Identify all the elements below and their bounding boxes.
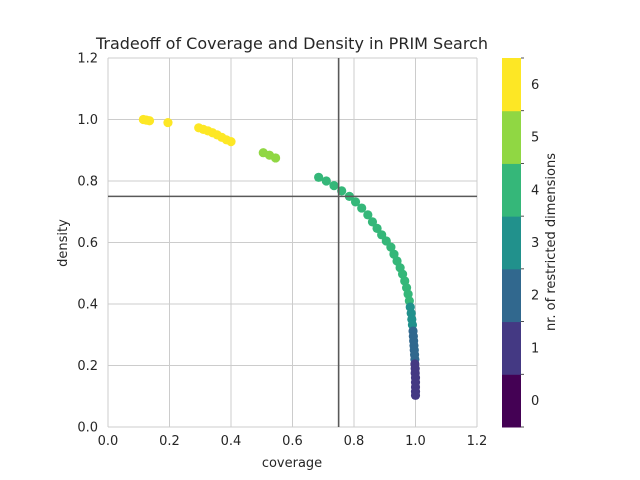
y-tick-label: 1.0 bbox=[77, 113, 98, 128]
colorbar-tick-label: 5 bbox=[531, 131, 539, 146]
colorbar-segment bbox=[502, 58, 521, 112]
colorbar-label: nr. of restricted dimensions bbox=[544, 153, 559, 331]
colorbar-segment bbox=[502, 321, 521, 375]
data-point bbox=[321, 176, 331, 186]
y-tick-label: 0.0 bbox=[77, 421, 98, 436]
data-point bbox=[357, 203, 367, 213]
colorbar-segment bbox=[502, 110, 521, 164]
y-tick-label: 0.4 bbox=[77, 298, 98, 313]
plot-area: 0.0 0.2 0.4 0.6 0.8 1.0 1.2 0.0 0.2 0.4 0.6 0.8 1.0 1… bbox=[77, 52, 487, 450]
data-point bbox=[386, 242, 396, 252]
colorbar-tick-label: 1 bbox=[531, 341, 539, 356]
data-point bbox=[367, 217, 378, 227]
data-point bbox=[314, 172, 324, 182]
data-points bbox=[138, 114, 421, 400]
x-tick-label: 0.4 bbox=[221, 434, 242, 449]
x-tick-label: 0.8 bbox=[344, 434, 365, 449]
data-point bbox=[329, 181, 339, 191]
data-point bbox=[144, 116, 155, 126]
x-tick-label: 0.6 bbox=[282, 434, 303, 449]
y-tick-label: 0.2 bbox=[77, 359, 98, 374]
x-tick-label: 0.0 bbox=[98, 434, 119, 449]
y-axis-label: density bbox=[56, 219, 71, 267]
data-point bbox=[226, 137, 236, 147]
data-point bbox=[350, 197, 361, 207]
colorbar-tick-label: 0 bbox=[531, 394, 539, 409]
chart-title: Tradeoff of Coverage and Density in PRIM… bbox=[95, 34, 488, 53]
colorbar-segment bbox=[502, 374, 521, 428]
x-tick-label: 0.2 bbox=[159, 434, 180, 449]
grid-lines bbox=[107, 57, 478, 428]
x-tick-label: 1.0 bbox=[405, 434, 426, 449]
data-point bbox=[372, 223, 382, 233]
y-tick-label: 0.8 bbox=[77, 175, 98, 190]
colorbar-tick-label: 3 bbox=[531, 236, 539, 251]
x-tick-label: 1.2 bbox=[467, 434, 488, 449]
colorbar-segment bbox=[502, 216, 521, 270]
colorbar-tick-label: 4 bbox=[531, 183, 539, 198]
data-point bbox=[410, 390, 421, 400]
x-axis-label: coverage bbox=[262, 456, 322, 471]
colorbar-segment bbox=[502, 163, 521, 217]
tick-labels: 0.0 0.2 0.4 0.6 0.8 1.0 1.2 0.0 0.2 0.4 0.6 0.8 1.0 1… bbox=[77, 52, 487, 450]
colorbar: 0 1 2 3 4 5 6 bbox=[502, 57, 539, 428]
y-tick-label: 0.6 bbox=[77, 236, 98, 251]
colorbar-segment bbox=[502, 268, 521, 323]
colorbar-tick-label: 2 bbox=[531, 289, 539, 304]
data-point bbox=[270, 153, 281, 163]
data-point bbox=[363, 210, 373, 220]
data-point bbox=[163, 117, 173, 128]
y-tick-label: 1.2 bbox=[77, 52, 98, 67]
reference-lines bbox=[108, 58, 477, 427]
colorbar-tick-label: 6 bbox=[531, 78, 539, 93]
